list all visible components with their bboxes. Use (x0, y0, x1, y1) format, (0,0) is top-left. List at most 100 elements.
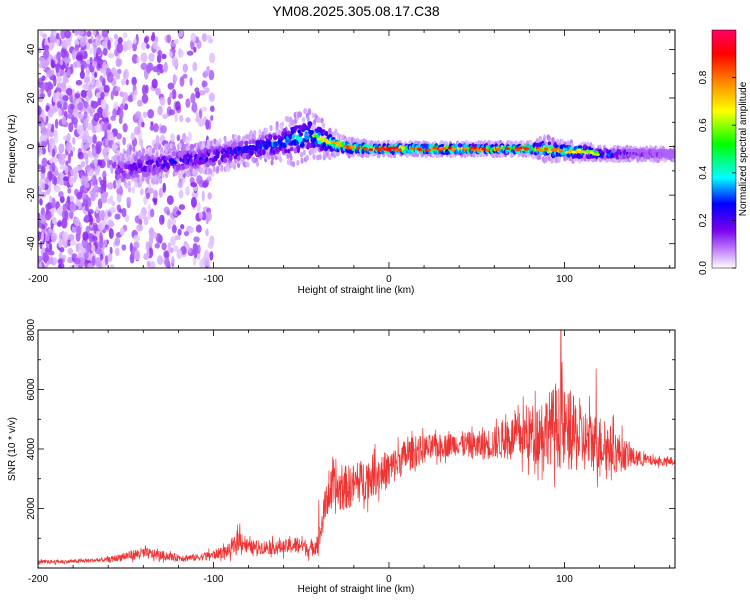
spectrogram-ridge-blob (232, 163, 237, 170)
spectrogram-noise-blob (118, 109, 124, 120)
spectrogram-noise-blob (72, 136, 76, 145)
spectrogram-noise-blob (201, 80, 208, 88)
spectrogram-noise-blob (156, 53, 162, 64)
spectrogram-noise-blob (88, 38, 93, 44)
spectrogram-ridge-blob (356, 146, 361, 150)
spectrogram-ridge-blob (296, 144, 301, 150)
spectrogram-noise-blob (86, 69, 91, 76)
spectrogram-noise-blob (40, 140, 47, 148)
spectrogram-ridge-blob (313, 134, 318, 138)
spectrogram-ridge-blob (260, 134, 265, 141)
spectrogram-noise-blob (197, 118, 205, 127)
spectrogram-ridge-blob (116, 155, 121, 162)
spectrogram-ridge-blob (544, 156, 548, 163)
spectrogram-noise-blob (67, 247, 74, 255)
spectrogram-noise-blob (126, 196, 132, 205)
spectrogram-ridge-blob (306, 115, 310, 122)
spectrogram-noise-blob (160, 125, 167, 134)
spectrogram-noise-blob (190, 196, 197, 208)
spectrogram-noise-blob (159, 68, 164, 74)
spectrogram-noise-blob (137, 99, 143, 107)
spectrogram-noise-blob (71, 253, 78, 259)
spectrogram-noise-blob (178, 179, 183, 188)
spectrogram-noise-blob (161, 53, 167, 60)
spectrogram-ridge-blob (212, 166, 216, 173)
spectrogram-noise-blob (38, 189, 43, 198)
spectrogram-noise-blob (66, 133, 71, 143)
spectrogram-noise-blob (39, 198, 43, 206)
spectrogram-noise-blob (157, 105, 163, 116)
spectrogram-noise-blob (195, 91, 201, 99)
spectrogram-ridge-blob (217, 159, 221, 166)
spectrogram-noise-blob (198, 211, 203, 219)
spectrogram-noise-blob (71, 49, 76, 60)
spectrogram-noise-blob (73, 216, 80, 227)
spectrogram-ridge-blob (158, 177, 163, 184)
spectrogram-ridge-blob (321, 121, 325, 128)
spectrogram-ridge-blob (595, 153, 600, 156)
spectrogram-noise-blob (50, 139, 56, 147)
spectrogram-ridge-blob (289, 154, 293, 161)
spectrogram-noise-blob (77, 151, 85, 160)
spectrogram-noise-blob (108, 228, 114, 239)
spectrogram-noise-blob (178, 189, 184, 199)
spectrogram-ridge-blob (305, 154, 309, 161)
y-tick-label: 40 (26, 43, 37, 55)
spectrogram-noise-blob (49, 195, 53, 204)
spectrogram-ridge-blob (672, 154, 675, 160)
spectrogram-noise-blob (106, 182, 114, 190)
spectrogram-ridge-blob (259, 143, 263, 150)
spectrogram-noise-blob (112, 180, 117, 189)
spectrogram-ridge-blob (302, 116, 306, 123)
spectrogram-noise-blob (62, 203, 67, 212)
spectrogram-noise-blob (201, 33, 208, 42)
snr-x-ticks: -200 -100 0 100 (28, 330, 671, 585)
spectrogram-noise-blob (161, 242, 167, 251)
spectrogram-noise-blob (95, 206, 100, 214)
spectrogram-noise-blob (87, 136, 93, 144)
spectrogram-noise-blob (198, 90, 206, 96)
spectrogram-noise-blob (71, 225, 77, 233)
spectrogram-ridge-blob (368, 148, 374, 152)
spectrogram-noise-blob (166, 195, 174, 205)
spectrogram-noise-blob (181, 132, 187, 143)
spectrogram-noise-blob (108, 52, 115, 59)
spectrogram-noise-blob (123, 70, 127, 81)
spectrogram-noise-blob (83, 152, 89, 160)
spectrogram-noise-blob (67, 234, 75, 242)
spectrogram-noise-blob (51, 148, 56, 157)
x-tick-label: 0 (386, 274, 392, 285)
spectrogram-noise-blob (77, 30, 85, 37)
spectrogram-noise-blob (67, 239, 71, 247)
spectrogram-noise-blob (61, 218, 68, 229)
spectrogram-ridge-blob (316, 154, 320, 161)
spectrogram-noise-blob (87, 262, 92, 268)
spectrogram-noise-blob (205, 34, 213, 40)
spectrogram-noise-blob (141, 121, 145, 128)
y-tick-label: -40 (26, 236, 37, 251)
spectrogram-noise-blob (163, 250, 170, 259)
spectrogram-noise-blob (99, 232, 103, 242)
spectrogram-ridge-blob (270, 159, 274, 166)
spectrogram-noise-blob (94, 166, 101, 173)
spectrogram-noise-blob (61, 83, 67, 93)
spectrogram-noise-blob (39, 240, 43, 250)
spectrogram-noise-blob (153, 123, 159, 133)
spectrogram-noise-blob (182, 63, 189, 73)
spectrogram-noise-blob (94, 72, 98, 79)
spectrogram-ridge-blob (515, 148, 520, 152)
spectrogram-ridge-blob (126, 148, 130, 155)
spectrogram-ridge-blob (207, 149, 212, 154)
spectrogram-noise-blob (114, 236, 121, 247)
spectrogram-noise-blob (89, 110, 93, 117)
spectrogram-x-axis-label: Height of straight line (km) (298, 285, 415, 296)
spectrogram-noise-blob (159, 96, 166, 106)
spectrogram-noise-blob (122, 123, 128, 133)
spectrogram-noise-blob (65, 141, 73, 152)
spectrogram-y-axis-label: Frequency (Hz) (7, 115, 18, 184)
spectrogram-ridge-blob (284, 148, 288, 154)
spectrogram-noise-blob (89, 48, 93, 55)
spectrogram-ridge-blob (244, 140, 249, 146)
spectrogram-ridge-blob (252, 157, 256, 164)
spectrogram-noise-blob (40, 207, 46, 216)
